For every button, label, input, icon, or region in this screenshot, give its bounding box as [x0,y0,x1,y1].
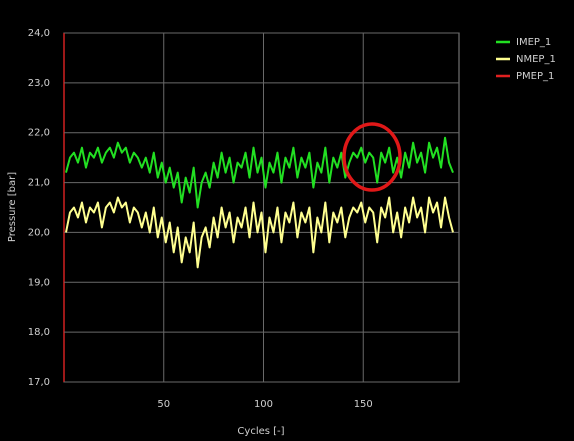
x-tick-label: 150 [354,399,373,410]
data-line [65,136,454,209]
y-tick-label: 22,0 [28,128,50,139]
x-tick-label: 50 [157,399,170,410]
y-tick-label: 23,0 [28,78,50,89]
y-tick-label: 19,0 [28,277,50,288]
x-tick-label: 100 [254,399,273,410]
y-tick-label: 21,0 [28,178,50,189]
legend-label: NMEP_1 [516,54,556,65]
legend-label: IMEP_1 [516,37,551,48]
highlight-circle [342,122,402,192]
legend-label: PMEP_1 [516,71,554,82]
data-line [65,196,454,269]
y-tick-label: 20,0 [28,227,50,238]
plot-frame [63,32,460,383]
y-tick-label: 18,0 [28,327,50,338]
y-tick-label: 17,0 [28,377,50,388]
y-axis-label: Pressure [bar] [7,172,18,242]
x-axis-label: Cycles [-] [237,426,284,437]
y-tick-label: 24,0 [28,28,50,39]
